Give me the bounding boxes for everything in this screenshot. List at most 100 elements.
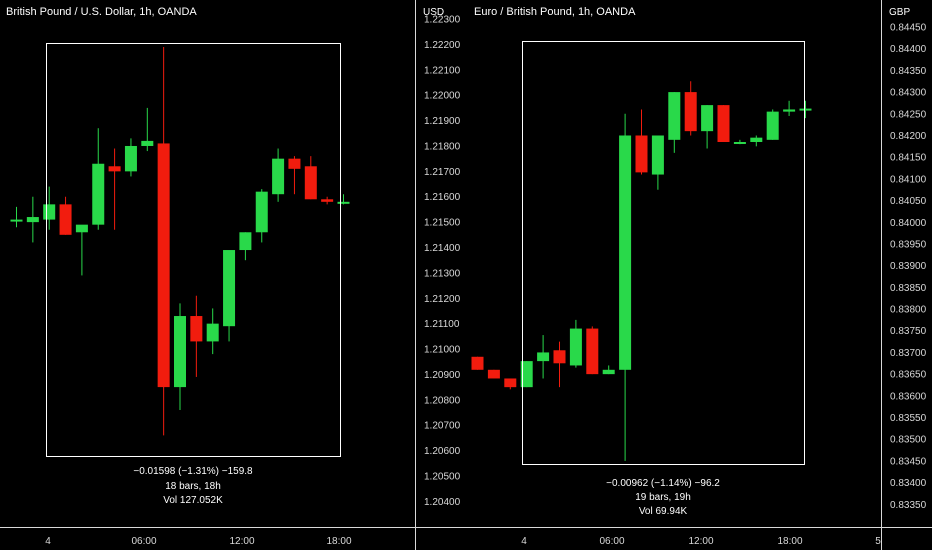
price-tick-label: 0.84450 [890, 23, 927, 34]
price-tick-label: 0.84350 [890, 66, 927, 77]
price-tick-label: 1.21400 [424, 243, 461, 254]
time-tick-label: 18:00 [777, 536, 802, 547]
candle-up[interactable] [619, 135, 632, 370]
price-tick-label: 1.20700 [424, 421, 461, 432]
chart-title: Euro / British Pound, 1h, OANDA [474, 6, 636, 18]
candle-up[interactable] [10, 219, 23, 222]
price-tick-label: 1.22100 [424, 65, 461, 76]
price-tick-label: 0.83750 [890, 326, 927, 337]
candle-up[interactable] [750, 137, 763, 142]
price-tick-label: 1.21300 [424, 268, 461, 279]
price-tick-label: 0.83800 [890, 305, 927, 316]
candle-up[interactable] [43, 204, 56, 220]
price-tick-label: 1.22200 [424, 40, 461, 51]
price-tick-label: 0.83700 [890, 348, 927, 359]
candle-up[interactable] [668, 92, 681, 140]
eurgbp-price-axis[interactable]: GBP 0.84450 0.84400 0.84350 0.84300 0.84250 0… [889, 7, 927, 511]
candle-up[interactable] [537, 352, 550, 362]
candle-up[interactable] [255, 191, 268, 233]
candle-up[interactable] [239, 232, 252, 251]
candle-down[interactable] [304, 166, 317, 200]
candle-down[interactable] [586, 328, 599, 375]
candle-up[interactable] [223, 250, 236, 327]
price-tick-label: 1.21600 [424, 192, 461, 203]
time-tick-label: 12:00 [229, 536, 254, 547]
price-tick-label: 1.21500 [424, 218, 461, 229]
candle-up[interactable] [783, 109, 796, 112]
price-tick-label: 0.83550 [890, 413, 927, 424]
price-tick-label: 0.84000 [890, 218, 927, 229]
price-tick-label: 0.84400 [890, 44, 927, 55]
price-tick-label: 1.21000 [424, 345, 461, 356]
candle-down[interactable] [717, 105, 730, 142]
price-tick-label: 1.20600 [424, 446, 461, 457]
price-tick-label: 1.20400 [424, 497, 461, 508]
price-tick-label: 0.83350 [890, 500, 927, 511]
price-tick-label: 0.84300 [890, 88, 927, 99]
price-tick-label: 1.21100 [424, 319, 460, 330]
time-tick-label: 4 [521, 536, 527, 547]
candle-up[interactable] [701, 105, 714, 132]
price-tick-label: 1.22300 [424, 15, 461, 26]
candle-up[interactable] [799, 108, 812, 111]
price-tick-label: 0.83650 [890, 370, 927, 381]
candle-down[interactable] [59, 204, 72, 235]
candle-up[interactable] [174, 316, 186, 388]
measure-box[interactable] [522, 41, 805, 465]
candle-down[interactable] [504, 378, 517, 388]
candle-up[interactable] [206, 323, 219, 342]
price-tick-label: 0.84200 [890, 131, 927, 142]
candle-up[interactable] [141, 140, 154, 146]
gbpusd-price-axis[interactable]: USD 1.22300 1.22200 1.22100 1.22000 1.21900 1… [423, 7, 461, 508]
price-tick-label: 0.84250 [890, 109, 927, 120]
time-tick-label: 06:00 [599, 536, 624, 547]
measure-bars-label: 19 bars, 19h [635, 492, 691, 503]
measure-box[interactable] [46, 43, 341, 457]
candle-down[interactable] [487, 369, 500, 379]
candle-down[interactable] [553, 350, 566, 364]
candle-up[interactable] [651, 135, 664, 175]
time-tick-label: 18:00 [326, 536, 351, 547]
candle-down[interactable] [190, 316, 203, 342]
candle-up[interactable] [337, 201, 350, 204]
measure-volume-label: Vol 127.052K [163, 495, 223, 506]
candle-up[interactable] [733, 142, 746, 144]
measure-change-label: −0.00962 (−1.14%) −96.2 [606, 478, 720, 489]
price-tick-label: 0.84050 [890, 196, 927, 207]
eurgbp-time-axis[interactable]: 4 06:00 12:00 18:00 5 [521, 536, 881, 547]
price-tick-label: 1.20500 [424, 471, 461, 482]
gbpusd-chart-pane[interactable]: British Pound / U.S. Dollar, 1h, OANDA −… [6, 6, 350, 506]
price-tick-label: 0.84100 [890, 174, 927, 185]
candle-up[interactable] [602, 369, 615, 375]
candle-down[interactable] [321, 199, 334, 202]
price-tick-label: 0.83450 [890, 456, 927, 467]
candle-up[interactable] [26, 217, 39, 223]
candle-up[interactable] [272, 158, 285, 195]
candle-up[interactable] [124, 145, 137, 172]
eurgbp-chart-pane[interactable]: Euro / British Pound, 1h, OANDA −0.00962… [471, 6, 812, 517]
candle-up[interactable] [766, 111, 779, 140]
candle-down[interactable] [157, 143, 170, 388]
price-tick-label: 0.84150 [890, 153, 927, 164]
price-tick-label: 0.83900 [890, 261, 927, 272]
candle-up[interactable] [75, 224, 88, 233]
price-tick-label: 1.21700 [424, 167, 461, 178]
candle-down[interactable] [684, 92, 697, 132]
candle-down[interactable] [108, 166, 121, 172]
time-tick-label: 06:00 [131, 536, 156, 547]
candle-down[interactable] [288, 158, 301, 169]
price-tick-label: 1.21800 [424, 141, 461, 152]
eurgbp-candles [471, 81, 812, 461]
candle-up[interactable] [569, 328, 582, 366]
price-tick-label: 1.21200 [424, 294, 461, 305]
chart-title: British Pound / U.S. Dollar, 1h, OANDA [6, 6, 197, 18]
candle-up[interactable] [520, 361, 533, 388]
candle-down[interactable] [471, 356, 484, 370]
gbpusd-time-axis[interactable]: 4 06:00 12:00 18:00 [45, 536, 352, 547]
candle-up[interactable] [92, 163, 105, 225]
candle-down[interactable] [635, 135, 648, 173]
price-tick-label: 0.83500 [890, 435, 927, 446]
measure-volume-label: Vol 69.94K [639, 506, 688, 517]
